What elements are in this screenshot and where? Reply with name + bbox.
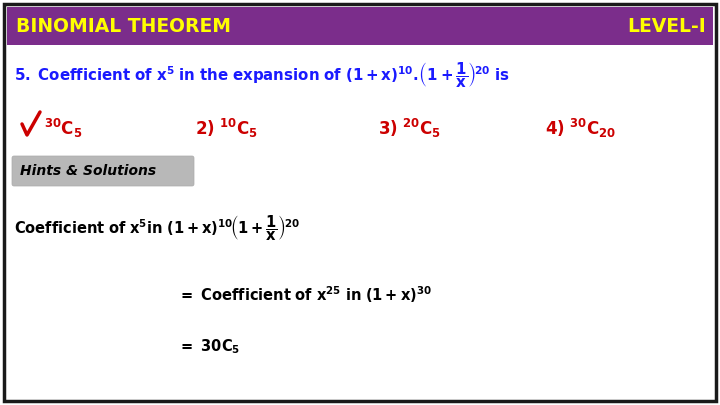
- Text: $\mathbf{2)\ ^{10}C_5}$: $\mathbf{2)\ ^{10}C_5}$: [195, 117, 258, 140]
- Text: $\mathbf{=\ 30C_5}$: $\mathbf{=\ 30C_5}$: [178, 338, 240, 356]
- Text: $\mathbf{5.\ Coefficient\ of\ x^5\ in\ the\ expansion\ of\ (1+x)^{10}.\!\left(1+: $\mathbf{5.\ Coefficient\ of\ x^5\ in\ t…: [14, 60, 510, 90]
- Text: $\mathbf{^{30}C_5}$: $\mathbf{^{30}C_5}$: [44, 117, 83, 140]
- Text: $\mathbf{4)\ ^{30}C_{20}}$: $\mathbf{4)\ ^{30}C_{20}}$: [545, 117, 616, 140]
- Text: Hints & Solutions: Hints & Solutions: [20, 164, 156, 178]
- Text: $\mathbf{3)\ ^{20}C_5}$: $\mathbf{3)\ ^{20}C_5}$: [378, 117, 441, 140]
- Text: $\mathbf{Coefficient\ of\ x^5 in\ (1+x)^{10}\!\left(1+\dfrac{1}{x}\right)^{\!20}: $\mathbf{Coefficient\ of\ x^5 in\ (1+x)^…: [14, 213, 300, 243]
- FancyBboxPatch shape: [12, 156, 194, 186]
- Text: LEVEL-I: LEVEL-I: [627, 17, 706, 36]
- Text: BINOMIAL THEOREM: BINOMIAL THEOREM: [16, 17, 231, 36]
- Text: $\mathbf{=\ Coefficient\ of\ x^{25}\ in\ (1+x)^{30}}$: $\mathbf{=\ Coefficient\ of\ x^{25}\ in\…: [178, 285, 432, 305]
- FancyBboxPatch shape: [7, 7, 713, 45]
- FancyBboxPatch shape: [4, 4, 716, 401]
